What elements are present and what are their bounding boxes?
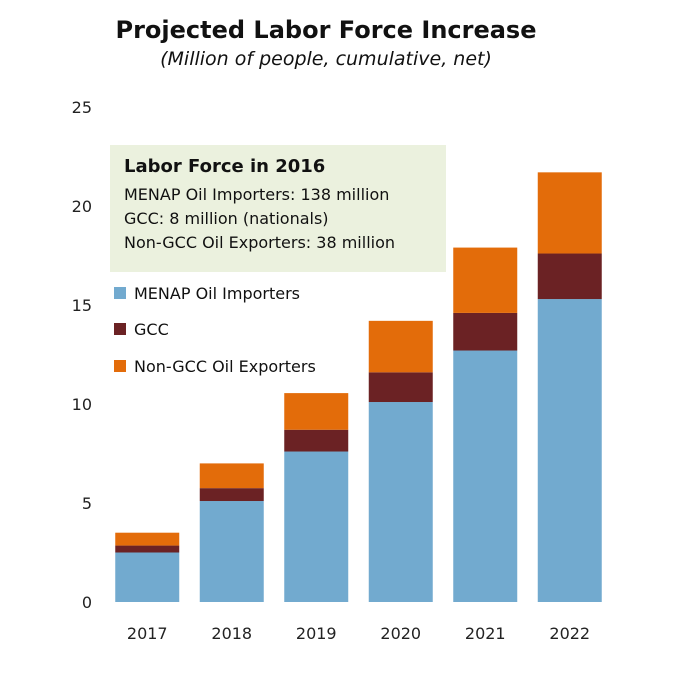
info-box-title: Labor Force in 2016 [124, 156, 325, 177]
legend-label-non-gcc-oil-exporters: Non-GCC Oil Exporters [134, 357, 316, 376]
bar-segment-gcc-2021 [453, 312, 518, 351]
legend-label-gcc: GCC [134, 320, 169, 339]
bars-group [115, 172, 602, 602]
info-box-line-2: GCC: 8 million (nationals) [124, 209, 329, 228]
x-tick-label: 2020 [380, 624, 421, 643]
y-tick-label: 15 [72, 296, 92, 315]
legend: MENAP Oil Importers GCC Non-GCC Oil Expo… [114, 284, 316, 376]
legend-swatch-non-gcc-oil-exporters [114, 360, 126, 372]
legend-item-menap-oil-importers: MENAP Oil Importers [114, 284, 300, 303]
bar-segment-non-gcc-oil-exporters-2017 [115, 532, 180, 546]
y-tick-label: 10 [72, 395, 92, 414]
x-tick-label: 2021 [465, 624, 506, 643]
x-tick-label: 2017 [127, 624, 168, 643]
bar-segment-non-gcc-oil-exporters-2020 [368, 320, 433, 373]
bar-segment-menap-oil-importers-2020 [368, 402, 433, 602]
y-tick-label: 5 [82, 494, 92, 513]
bar-segment-gcc-2017 [115, 545, 180, 553]
bar-segment-menap-oil-importers-2022 [537, 299, 602, 602]
info-box: Labor Force in 2016 MENAP Oil Importers:… [110, 145, 446, 272]
legend-swatch-gcc [114, 323, 126, 335]
info-box-line-1: MENAP Oil Importers: 138 million [124, 185, 389, 204]
legend-label-menap-oil-importers: MENAP Oil Importers [134, 284, 300, 303]
y-axis: 0 5 10 15 20 25 [72, 98, 92, 612]
bar-segment-non-gcc-oil-exporters-2018 [199, 463, 264, 489]
legend-item-gcc: GCC [114, 320, 169, 339]
x-tick-label: 2018 [211, 624, 252, 643]
bar-segment-gcc-2018 [199, 488, 264, 502]
bar-segment-non-gcc-oil-exporters-2021 [453, 247, 518, 313]
y-tick-label: 20 [72, 197, 92, 216]
bar-segment-non-gcc-oil-exporters-2019 [284, 393, 349, 430]
x-axis: 2017 2018 2019 2020 2021 2022 [127, 624, 590, 643]
y-tick-label: 25 [72, 98, 92, 117]
bar-segment-menap-oil-importers-2017 [115, 552, 180, 602]
chart-title: Projected Labor Force Increase [116, 16, 537, 44]
x-tick-label: 2022 [549, 624, 590, 643]
chart-subtitle: (Million of people, cumulative, net) [160, 48, 492, 70]
bar-segment-gcc-2020 [368, 372, 433, 403]
bar-segment-gcc-2019 [284, 429, 349, 452]
info-box-line-3: Non-GCC Oil Exporters: 38 million [124, 233, 395, 252]
y-tick-label: 0 [82, 593, 92, 612]
legend-item-non-gcc-oil-exporters: Non-GCC Oil Exporters [114, 357, 316, 376]
bar-segment-menap-oil-importers-2018 [199, 501, 264, 602]
bar-segment-menap-oil-importers-2019 [284, 451, 349, 602]
bar-segment-menap-oil-importers-2021 [453, 350, 518, 602]
legend-swatch-menap-oil-importers [114, 287, 126, 299]
bar-segment-non-gcc-oil-exporters-2022 [537, 172, 602, 254]
bar-segment-gcc-2022 [537, 253, 602, 300]
x-tick-label: 2019 [296, 624, 337, 643]
info-box-background [110, 145, 446, 272]
